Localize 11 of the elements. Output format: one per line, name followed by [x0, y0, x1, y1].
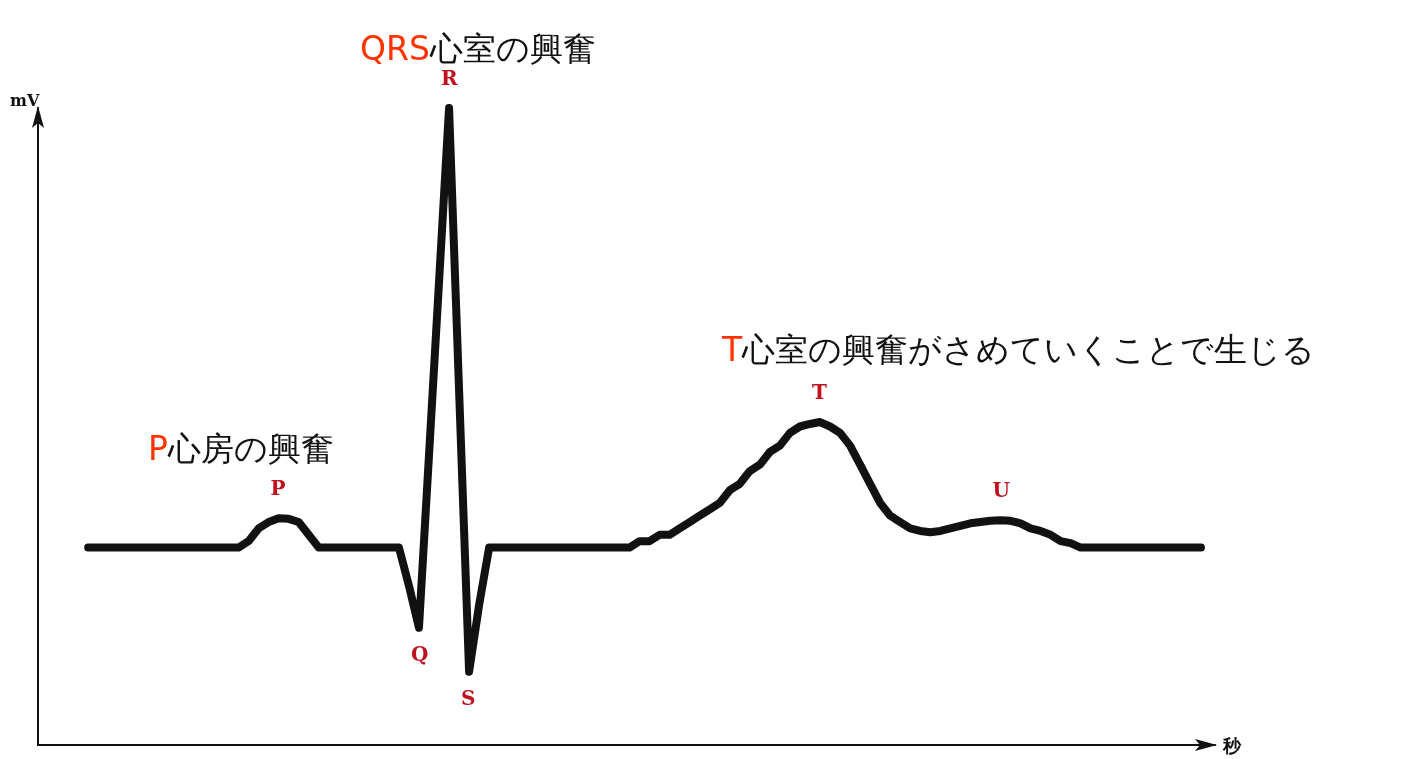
- text: QRS心室の興奮: [360, 29, 596, 68]
- annotation: U: [992, 478, 1010, 503]
- annotation: P心房の興奮: [148, 429, 334, 468]
- y-axis-title: mV: [10, 90, 40, 110]
- x-axis-title: 秒: [1222, 734, 1242, 756]
- annotation: S: [461, 685, 476, 710]
- annotation: Q: [410, 641, 429, 666]
- annotation: P: [270, 476, 286, 501]
- annotation: T: [811, 380, 827, 405]
- annotation: R: [441, 66, 459, 90]
- annotation: T心室の興奮がさめていくことで生じる: [721, 330, 1316, 369]
